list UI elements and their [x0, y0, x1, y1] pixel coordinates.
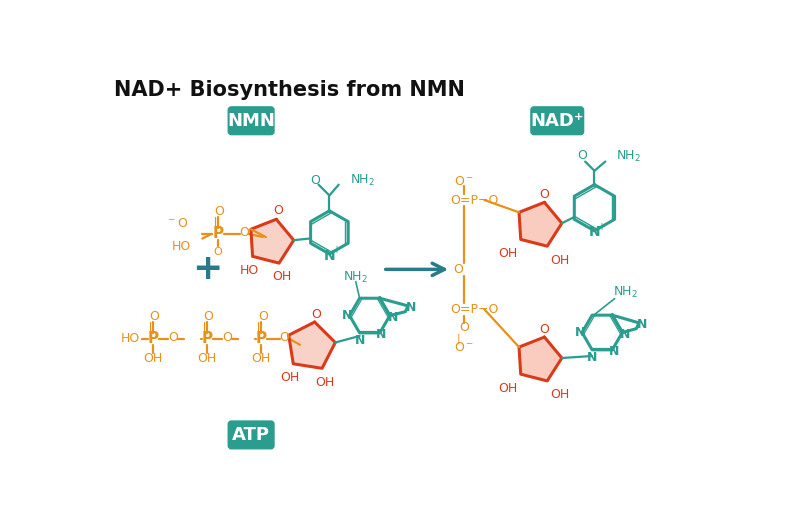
Text: O=P−O: O=P−O: [450, 194, 498, 206]
Text: HO: HO: [121, 332, 140, 345]
Polygon shape: [519, 337, 562, 381]
Text: O: O: [279, 331, 290, 344]
Text: O: O: [258, 310, 268, 323]
Text: O: O: [222, 331, 232, 344]
Text: O: O: [214, 205, 224, 218]
Text: OH: OH: [281, 371, 300, 384]
Text: N: N: [587, 351, 598, 364]
Text: N: N: [388, 311, 398, 323]
Text: N: N: [376, 328, 386, 341]
FancyBboxPatch shape: [531, 107, 584, 134]
Text: OH: OH: [498, 247, 518, 260]
FancyBboxPatch shape: [228, 421, 274, 449]
Text: P: P: [256, 331, 266, 346]
Text: O: O: [459, 321, 469, 334]
Text: O$^-$: O$^-$: [454, 341, 474, 354]
Text: NH$_2$: NH$_2$: [616, 150, 641, 164]
Text: O: O: [203, 310, 214, 323]
Text: OH: OH: [550, 254, 570, 267]
Text: N: N: [609, 345, 619, 358]
Text: O: O: [310, 174, 320, 186]
Polygon shape: [519, 202, 562, 246]
Text: O: O: [273, 204, 282, 217]
Text: +: +: [598, 222, 606, 232]
Text: N: N: [323, 248, 335, 262]
Text: O: O: [168, 331, 178, 344]
Text: NAD⁺: NAD⁺: [530, 112, 584, 130]
Text: OH: OH: [498, 382, 518, 394]
Text: HO: HO: [240, 264, 259, 277]
Text: NH$_2$: NH$_2$: [343, 269, 368, 285]
Text: +: +: [332, 245, 340, 255]
Text: NH$_2$: NH$_2$: [613, 285, 638, 300]
Polygon shape: [251, 219, 294, 263]
Text: OH: OH: [251, 352, 271, 365]
Text: P: P: [212, 226, 223, 242]
Text: N: N: [354, 334, 365, 347]
Text: P: P: [147, 331, 158, 346]
Text: O: O: [311, 308, 321, 321]
Text: O: O: [214, 247, 222, 257]
Text: NMN: NMN: [227, 112, 275, 130]
FancyBboxPatch shape: [228, 107, 274, 134]
Text: N: N: [406, 301, 416, 314]
Text: N: N: [620, 328, 630, 341]
Text: NAD+ Biosynthesis from NMN: NAD+ Biosynthesis from NMN: [114, 80, 465, 100]
Text: N: N: [589, 225, 600, 239]
Text: OH: OH: [550, 388, 570, 401]
Text: O: O: [577, 149, 587, 162]
Text: ATP: ATP: [232, 426, 270, 444]
Text: OH: OH: [143, 352, 162, 365]
Text: +: +: [192, 253, 222, 286]
Text: OH: OH: [198, 352, 217, 365]
Text: O: O: [539, 323, 550, 336]
Text: OH: OH: [315, 376, 334, 388]
Text: O: O: [150, 310, 159, 323]
Text: O: O: [539, 188, 550, 201]
Text: HO: HO: [172, 240, 191, 253]
Text: N: N: [574, 326, 585, 339]
Text: P: P: [202, 331, 213, 346]
Text: N: N: [637, 318, 647, 331]
Text: $^-$O: $^-$O: [166, 217, 188, 229]
Text: O: O: [239, 226, 249, 239]
Text: O: O: [453, 263, 463, 276]
Text: O=P−O: O=P−O: [450, 303, 498, 316]
Text: OH: OH: [273, 270, 292, 284]
Text: NH$_2$: NH$_2$: [350, 173, 374, 187]
Text: N: N: [342, 309, 353, 322]
Text: |: |: [456, 333, 460, 344]
Text: O$^-$: O$^-$: [454, 175, 474, 188]
Polygon shape: [289, 322, 335, 369]
